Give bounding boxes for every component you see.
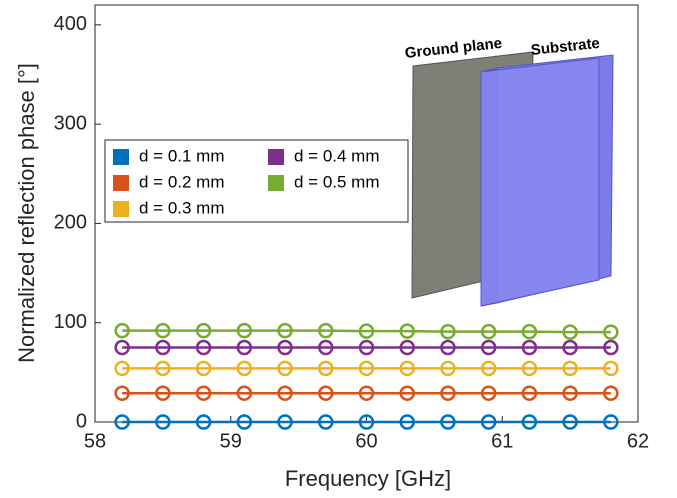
- marker: [114, 414, 130, 430]
- marker: [195, 339, 212, 356]
- substrate-label: Substrate: [530, 35, 601, 59]
- legend-label: d = 0.5 mm: [294, 172, 380, 191]
- marker: [562, 385, 578, 401]
- marker: [440, 385, 456, 401]
- marker: [318, 322, 334, 339]
- legend-label: d = 0.4 mm: [294, 146, 380, 165]
- marker: [236, 414, 253, 430]
- y-tick-label: 400: [54, 13, 87, 35]
- marker: [358, 323, 375, 339]
- marker: [155, 339, 171, 356]
- legend-label: d = 0.1 mm: [139, 146, 225, 165]
- marker: [399, 414, 415, 430]
- marker: [318, 339, 334, 356]
- y-tick-label: 300: [54, 112, 87, 134]
- legend-box: [104, 139, 409, 223]
- marker: [440, 414, 456, 430]
- marker: [480, 414, 497, 430]
- legend-swatch: [268, 175, 284, 191]
- x-tick-label: 62: [627, 430, 649, 452]
- marker: [358, 360, 375, 377]
- marker: [155, 414, 171, 430]
- marker: [521, 385, 538, 401]
- marker: [318, 360, 334, 377]
- marker: [114, 322, 130, 339]
- marker: [277, 322, 293, 339]
- legend-swatch: [113, 201, 129, 217]
- marker: [277, 414, 293, 430]
- x-axis-label: Frequency [GHz]: [285, 466, 451, 491]
- marker: [603, 414, 619, 430]
- marker: [399, 339, 415, 356]
- marker: [480, 339, 497, 356]
- y-tick-label: 200: [54, 212, 87, 234]
- marker: [603, 339, 619, 356]
- marker: [562, 339, 578, 356]
- marker: [603, 385, 619, 401]
- marker: [114, 339, 130, 356]
- marker: [155, 322, 171, 339]
- marker: [480, 360, 497, 377]
- marker: [521, 323, 538, 340]
- marker: [399, 323, 415, 339]
- marker: [195, 360, 212, 377]
- marker: [358, 385, 375, 401]
- marker: [480, 385, 497, 401]
- y-axis-label: Normalized reflection phase [°]: [14, 63, 39, 363]
- marker: [562, 414, 578, 430]
- x-tick-label: 58: [84, 430, 106, 452]
- x-tick-label: 60: [355, 430, 377, 452]
- marker: [603, 324, 619, 340]
- marker: [114, 360, 130, 377]
- marker: [195, 385, 212, 401]
- marker: [277, 339, 293, 356]
- marker: [195, 414, 212, 430]
- x-tick-label: 61: [491, 430, 513, 452]
- marker: [521, 414, 538, 430]
- marker: [277, 360, 293, 377]
- marker: [521, 339, 538, 356]
- marker: [440, 339, 456, 356]
- marker: [236, 385, 253, 401]
- inset-illustration: Ground plane Substrate: [404, 35, 614, 307]
- substrate-front: [480, 57, 600, 307]
- legend-label: d = 0.3 mm: [139, 198, 225, 217]
- marker: [318, 414, 334, 430]
- marker: [114, 385, 130, 401]
- legend-swatch: [268, 149, 284, 165]
- marker: [236, 339, 253, 356]
- legend-swatch: [113, 175, 129, 191]
- marker: [562, 324, 578, 340]
- marker: [155, 360, 171, 377]
- marker: [521, 360, 538, 377]
- legend-swatch: [113, 149, 129, 165]
- marker: [562, 360, 578, 377]
- series-line: [122, 329, 611, 334]
- marker: [195, 322, 212, 339]
- marker: [358, 339, 375, 356]
- marker: [399, 385, 415, 401]
- marker: [603, 360, 619, 377]
- marker: [318, 385, 334, 401]
- marker: [399, 360, 415, 377]
- marker: [440, 360, 456, 377]
- y-tick-label: 100: [54, 311, 87, 333]
- marker: [277, 385, 293, 401]
- marker: [236, 360, 253, 377]
- marker: [155, 385, 171, 401]
- legend-label: d = 0.2 mm: [139, 172, 225, 191]
- marker: [440, 323, 456, 340]
- marker: [236, 322, 253, 339]
- marker: [358, 414, 375, 430]
- marker: [480, 323, 497, 340]
- y-tick-label: 0: [76, 410, 87, 432]
- x-tick-label: 59: [220, 430, 242, 452]
